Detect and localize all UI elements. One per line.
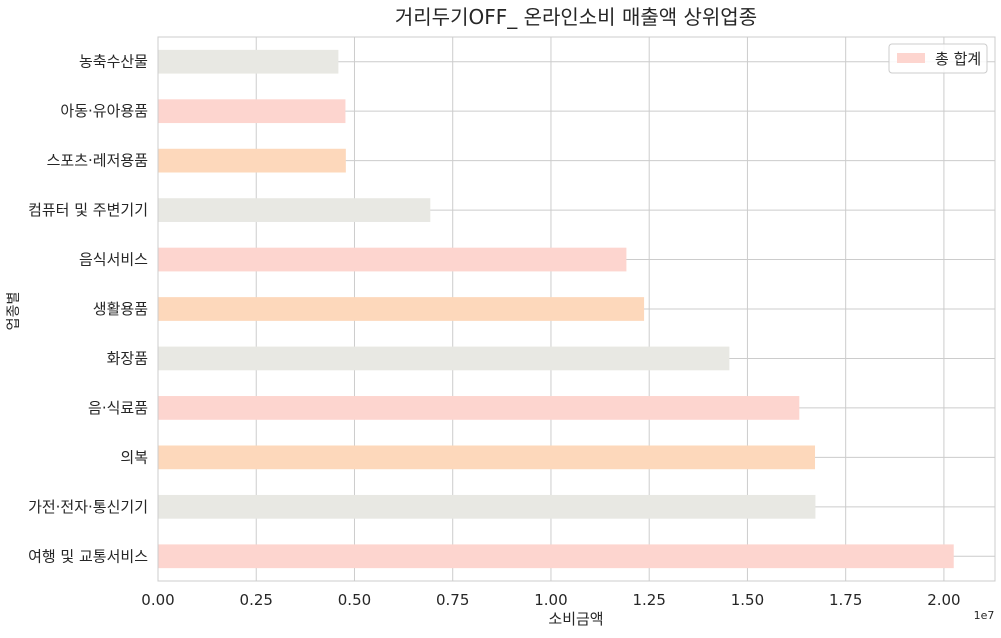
bar [158, 247, 627, 272]
x-tick-label: 1.75 [829, 591, 862, 609]
y-tick-label: 의복 [120, 448, 148, 466]
y-axis-label: 업종별 [6, 292, 22, 331]
bar [158, 198, 431, 222]
plot-area-frame [157, 36, 996, 582]
x-tick-label: 0.25 [240, 591, 273, 609]
bar [158, 544, 954, 569]
x-tick-label: 2.00 [927, 591, 960, 609]
chart-title: 거리두기OFF_ 온라인소비 매출액 상위업종 [395, 5, 757, 29]
y-tick-label: 스포츠·레저용품 [47, 152, 148, 170]
y-tick-label: 농축수산물 [79, 53, 148, 71]
bar [158, 99, 346, 124]
y-tick-label: 화장품 [107, 349, 148, 367]
y-tick-labels: 여행 및 교통서비스 가전·전자·통신기기 의복 음·식료품 화장품 생활용품 음식서비스 컴… [28, 53, 148, 566]
bar [158, 396, 800, 420]
x-tick-label: 0.75 [436, 591, 469, 609]
y-tick-label: 음식서비스 [79, 251, 148, 269]
legend-label: 총 합계 [935, 50, 981, 68]
x-tick-label: 1.50 [731, 591, 764, 609]
x-tick-label: 1.00 [534, 591, 567, 609]
legend-swatch [897, 53, 925, 63]
legend-box [888, 43, 988, 74]
y-tick-label: 컴퓨터 및 주변기기 [28, 201, 148, 219]
x-tick-label: 0.50 [338, 591, 371, 609]
y-tick-label: 아동·유아용품 [60, 102, 148, 120]
bar [158, 346, 730, 371]
y-tick-label: 음·식료품 [88, 399, 148, 417]
y-tick-label: 생활용품 [93, 300, 148, 318]
y-tick-label: 가전·전자·통신기기 [28, 498, 148, 516]
x-axis-label: 소비금액 [548, 610, 603, 628]
bar [158, 297, 645, 321]
bar [158, 148, 346, 173]
x-tick-labels: 0.00 0.25 0.50 0.75 1.00 1.25 1.50 1.75 2.00 [141, 591, 960, 609]
x-tick-label: 0.00 [141, 591, 174, 609]
y-tick-label: 여행 및 교통서비스 [28, 547, 148, 565]
x-tick-label: 1.25 [632, 591, 665, 609]
bar-series [158, 49, 954, 569]
bar [158, 49, 339, 74]
bar [158, 494, 816, 519]
bar [158, 445, 816, 470]
legend: 총 합계 [888, 43, 988, 74]
x-axis-offset-text: 1e7 [974, 609, 995, 622]
